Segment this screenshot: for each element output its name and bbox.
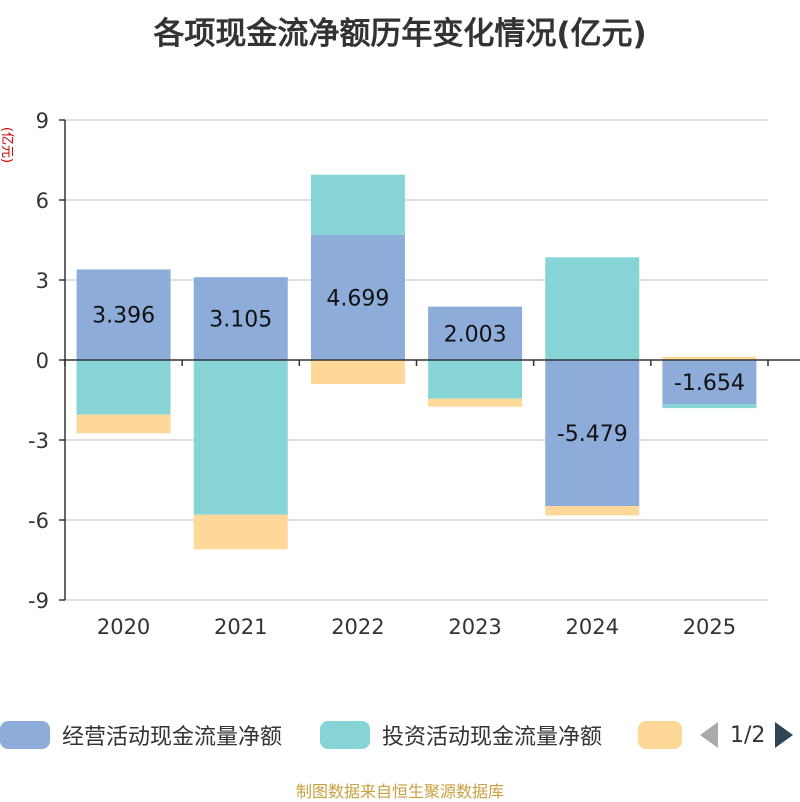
y-axis-unit-label: (亿元) (0, 127, 14, 163)
bar-operating-2025 (662, 360, 757, 405)
previous-page-icon[interactable] (700, 722, 718, 748)
y-tick-label: -3 (28, 429, 49, 453)
data-label-operating-2022: 4.699 (326, 286, 389, 311)
data-source-note: 制图数据来自恒生聚源数据库 (295, 782, 504, 801)
legend-item-financing[interactable] (638, 715, 682, 755)
legend-pager: 1/2 (700, 715, 794, 755)
bar-operating-2022 (310, 234, 405, 360)
y-tick-label: 9 (36, 109, 49, 133)
bar-investing-2020 (76, 360, 171, 415)
data-label-operating-2021: 3.105 (209, 308, 272, 333)
legend-swatch-financing (638, 721, 682, 749)
data-label-operating-2023: 2.003 (444, 322, 507, 347)
x-tick-label-2023: 2023 (448, 615, 501, 639)
legend-item-operating[interactable]: 经营活动现金流量净额 (0, 715, 282, 755)
chart-title: 各项现金流净额历年变化情况(亿元) (153, 16, 647, 52)
y-tick-label: -6 (28, 509, 49, 533)
legend-page-indicator: 1/2 (730, 722, 766, 748)
bar-operating-2024 (545, 360, 640, 507)
next-page-icon[interactable] (775, 722, 794, 748)
bar-operating-2021 (193, 277, 288, 360)
legend-swatch-operating (0, 721, 50, 749)
data-label-operating-2025: -1.654 (674, 371, 745, 396)
bar-investing-2021 (193, 360, 288, 515)
x-tick-label-2024: 2024 (566, 615, 619, 639)
y-tick-label: -9 (28, 589, 49, 613)
x-tick-label-2022: 2022 (331, 615, 384, 639)
bar-financing-2023 (428, 398, 523, 407)
legend-label-operating: 经营活动现金流量净额 (62, 725, 283, 750)
bar-financing-2025 (662, 356, 757, 360)
legend-item-investing[interactable]: 投资活动现金流量净额 (320, 715, 602, 755)
legend-swatch-investing (320, 721, 370, 749)
legend-label-investing: 投资活动现金流量净额 (382, 725, 603, 750)
bar-financing-2021 (193, 514, 288, 550)
chart-plot: (亿元) 9 6 3 0 -3 -6 -9 3.396 3.105 4.699 2.003 -5.479… (0, 109, 800, 639)
bar-financing-2022 (310, 360, 405, 384)
bar-investing-2024 (545, 257, 640, 360)
bar-investing-2025 (662, 404, 757, 409)
x-tick-label-2021: 2021 (214, 615, 267, 639)
bar-operating-2023 (428, 306, 523, 360)
legend: 经营活动现金流量净额 投资活动现金流量净额 (0, 715, 800, 755)
y-tick-label: 0 (36, 349, 49, 373)
x-tick-label-2020: 2020 (97, 615, 150, 639)
data-label-operating-2024: -5.479 (557, 422, 628, 447)
y-tick-label: 6 (36, 189, 49, 213)
y-tick-label: 3 (36, 269, 49, 293)
bar-financing-2024 (545, 506, 640, 516)
bar-investing-2023 (428, 360, 523, 399)
data-label-operating-2020: 3.396 (92, 304, 155, 329)
bar-financing-2020 (76, 414, 171, 434)
bar-operating-2020 (76, 269, 171, 360)
bar-investing-2022 (310, 174, 405, 235)
x-tick-label-2025: 2025 (683, 615, 736, 639)
